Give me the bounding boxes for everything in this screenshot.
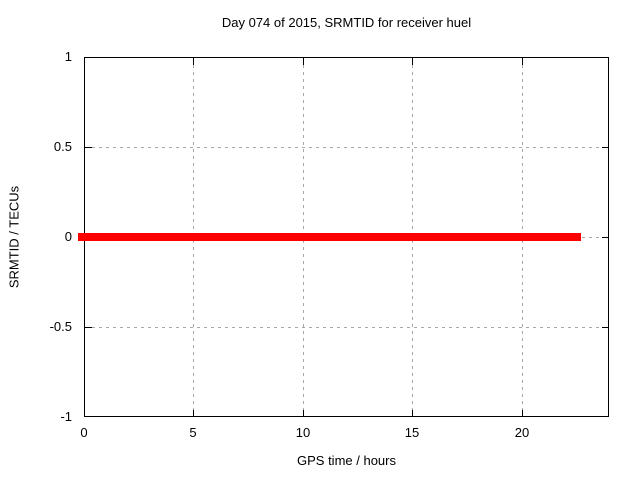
x-tick-label-0: 0: [80, 425, 88, 440]
tick-x-20-top: [522, 58, 523, 65]
gridline-y-0.5: [85, 147, 608, 148]
x-axis-label: GPS time / hours: [297, 453, 396, 468]
tick-x-10-top: [303, 58, 304, 65]
tick-x-5-bottom: [193, 410, 194, 417]
tick-y-0.5-right: [602, 147, 609, 148]
x-tick-label-20: 20: [514, 425, 530, 440]
tick-x-15-top: [412, 58, 413, 65]
y-tick-label--1: -1: [60, 409, 72, 424]
y-tick-label-1: 1: [64, 49, 72, 64]
y-tick-label--0.5: -0.5: [49, 319, 72, 334]
tick-y--0.5-left: [85, 327, 92, 328]
tick-x-20-bottom: [522, 410, 523, 417]
gridline-y--0.5: [85, 327, 608, 328]
y-tick-label-0: 0: [64, 229, 72, 244]
x-tick-label-5: 5: [189, 425, 197, 440]
tick-y-0.5-left: [85, 147, 92, 148]
tick-x-10-bottom: [303, 410, 304, 417]
tick-x-5-top: [193, 58, 194, 65]
y-tick-label-0.5: 0.5: [53, 139, 72, 154]
tick-y-0-right: [602, 237, 609, 238]
x-tick-label-15: 15: [404, 425, 420, 440]
chart-title: Day 074 of 2015, SRMTID for receiver hue…: [221, 15, 472, 30]
series-line-SRMTID: [78, 233, 581, 241]
x-tick-label-10: 10: [295, 425, 311, 440]
tick-y--0.5-right: [602, 327, 609, 328]
tick-x-15-bottom: [412, 410, 413, 417]
